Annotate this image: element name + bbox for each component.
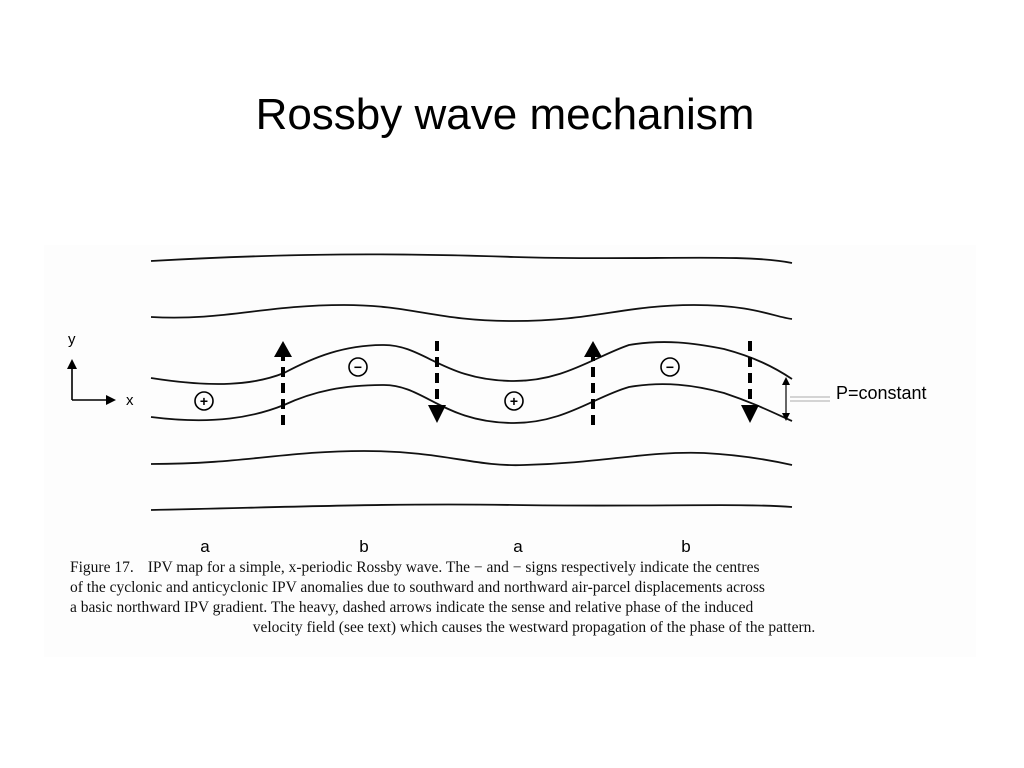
positive-sign: + [510, 393, 518, 409]
rossby-wave-figure: y x + − + − [44, 245, 976, 657]
axis-x-label: x [126, 392, 134, 409]
contour-line-5 [150, 450, 793, 467]
negative-sign: − [354, 359, 362, 375]
column-label-b: b [681, 537, 690, 556]
negative-sign: − [666, 359, 674, 375]
p-constant-label: P=constant [836, 383, 927, 403]
positive-sign: + [200, 393, 208, 409]
northward-arrow-1 [274, 341, 292, 425]
negative-anomaly-marker-1: − [348, 357, 368, 377]
caption-line-4: velocity field (see text) which causes t… [252, 619, 816, 636]
column-label-a: a [513, 537, 523, 556]
ipv-map-diagram: y x + − + − [67, 253, 927, 556]
figure-label: Figure 17. [70, 559, 134, 576]
caption-line-1: Figure 17. IPV map for a simple, x-period… [70, 558, 958, 578]
contour-line-1 [150, 253, 793, 264]
axes-indicator: y x [67, 331, 134, 409]
caption-line-3: a basic northward IPV gradient. The heav… [70, 599, 754, 616]
northward-arrow-2 [584, 341, 602, 425]
contour-line-6 [150, 503, 793, 511]
axis-y-label: y [68, 331, 76, 348]
slide-title: Rossby wave mechanism [255, 90, 755, 139]
column-label-b: b [359, 537, 368, 556]
caption-line-2: of the cyclonic and anticyclonic IPV ano… [70, 579, 765, 596]
negative-anomaly-marker-2: − [660, 357, 680, 377]
positive-anomaly-marker-2: + [504, 391, 524, 411]
southward-arrow-2 [741, 341, 759, 423]
contour-line-2 [150, 304, 793, 322]
column-label-a: a [200, 537, 210, 556]
positive-anomaly-marker-1: + [194, 391, 214, 411]
figure-caption: Figure 17. IPV map for a simple, x-period… [70, 558, 958, 638]
p-constant-indicator: P=constant [782, 377, 927, 421]
contour-line-4 [150, 383, 793, 424]
caption-text-1: IPV map for a simple, x-periodic Rossby … [147, 559, 760, 576]
southward-arrow-1 [428, 341, 446, 423]
contour-line-3 [150, 341, 793, 385]
